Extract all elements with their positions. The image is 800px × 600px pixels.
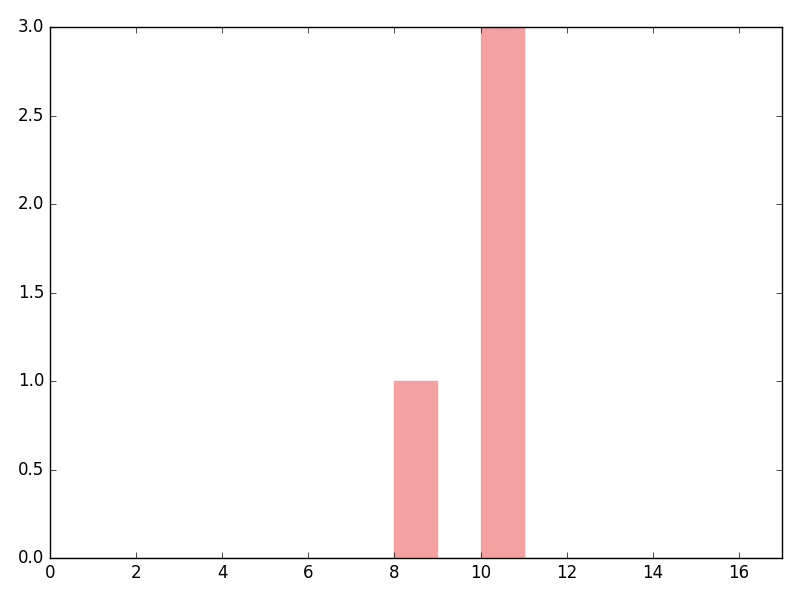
Bar — [481, 27, 524, 559]
Bar — [394, 381, 438, 559]
